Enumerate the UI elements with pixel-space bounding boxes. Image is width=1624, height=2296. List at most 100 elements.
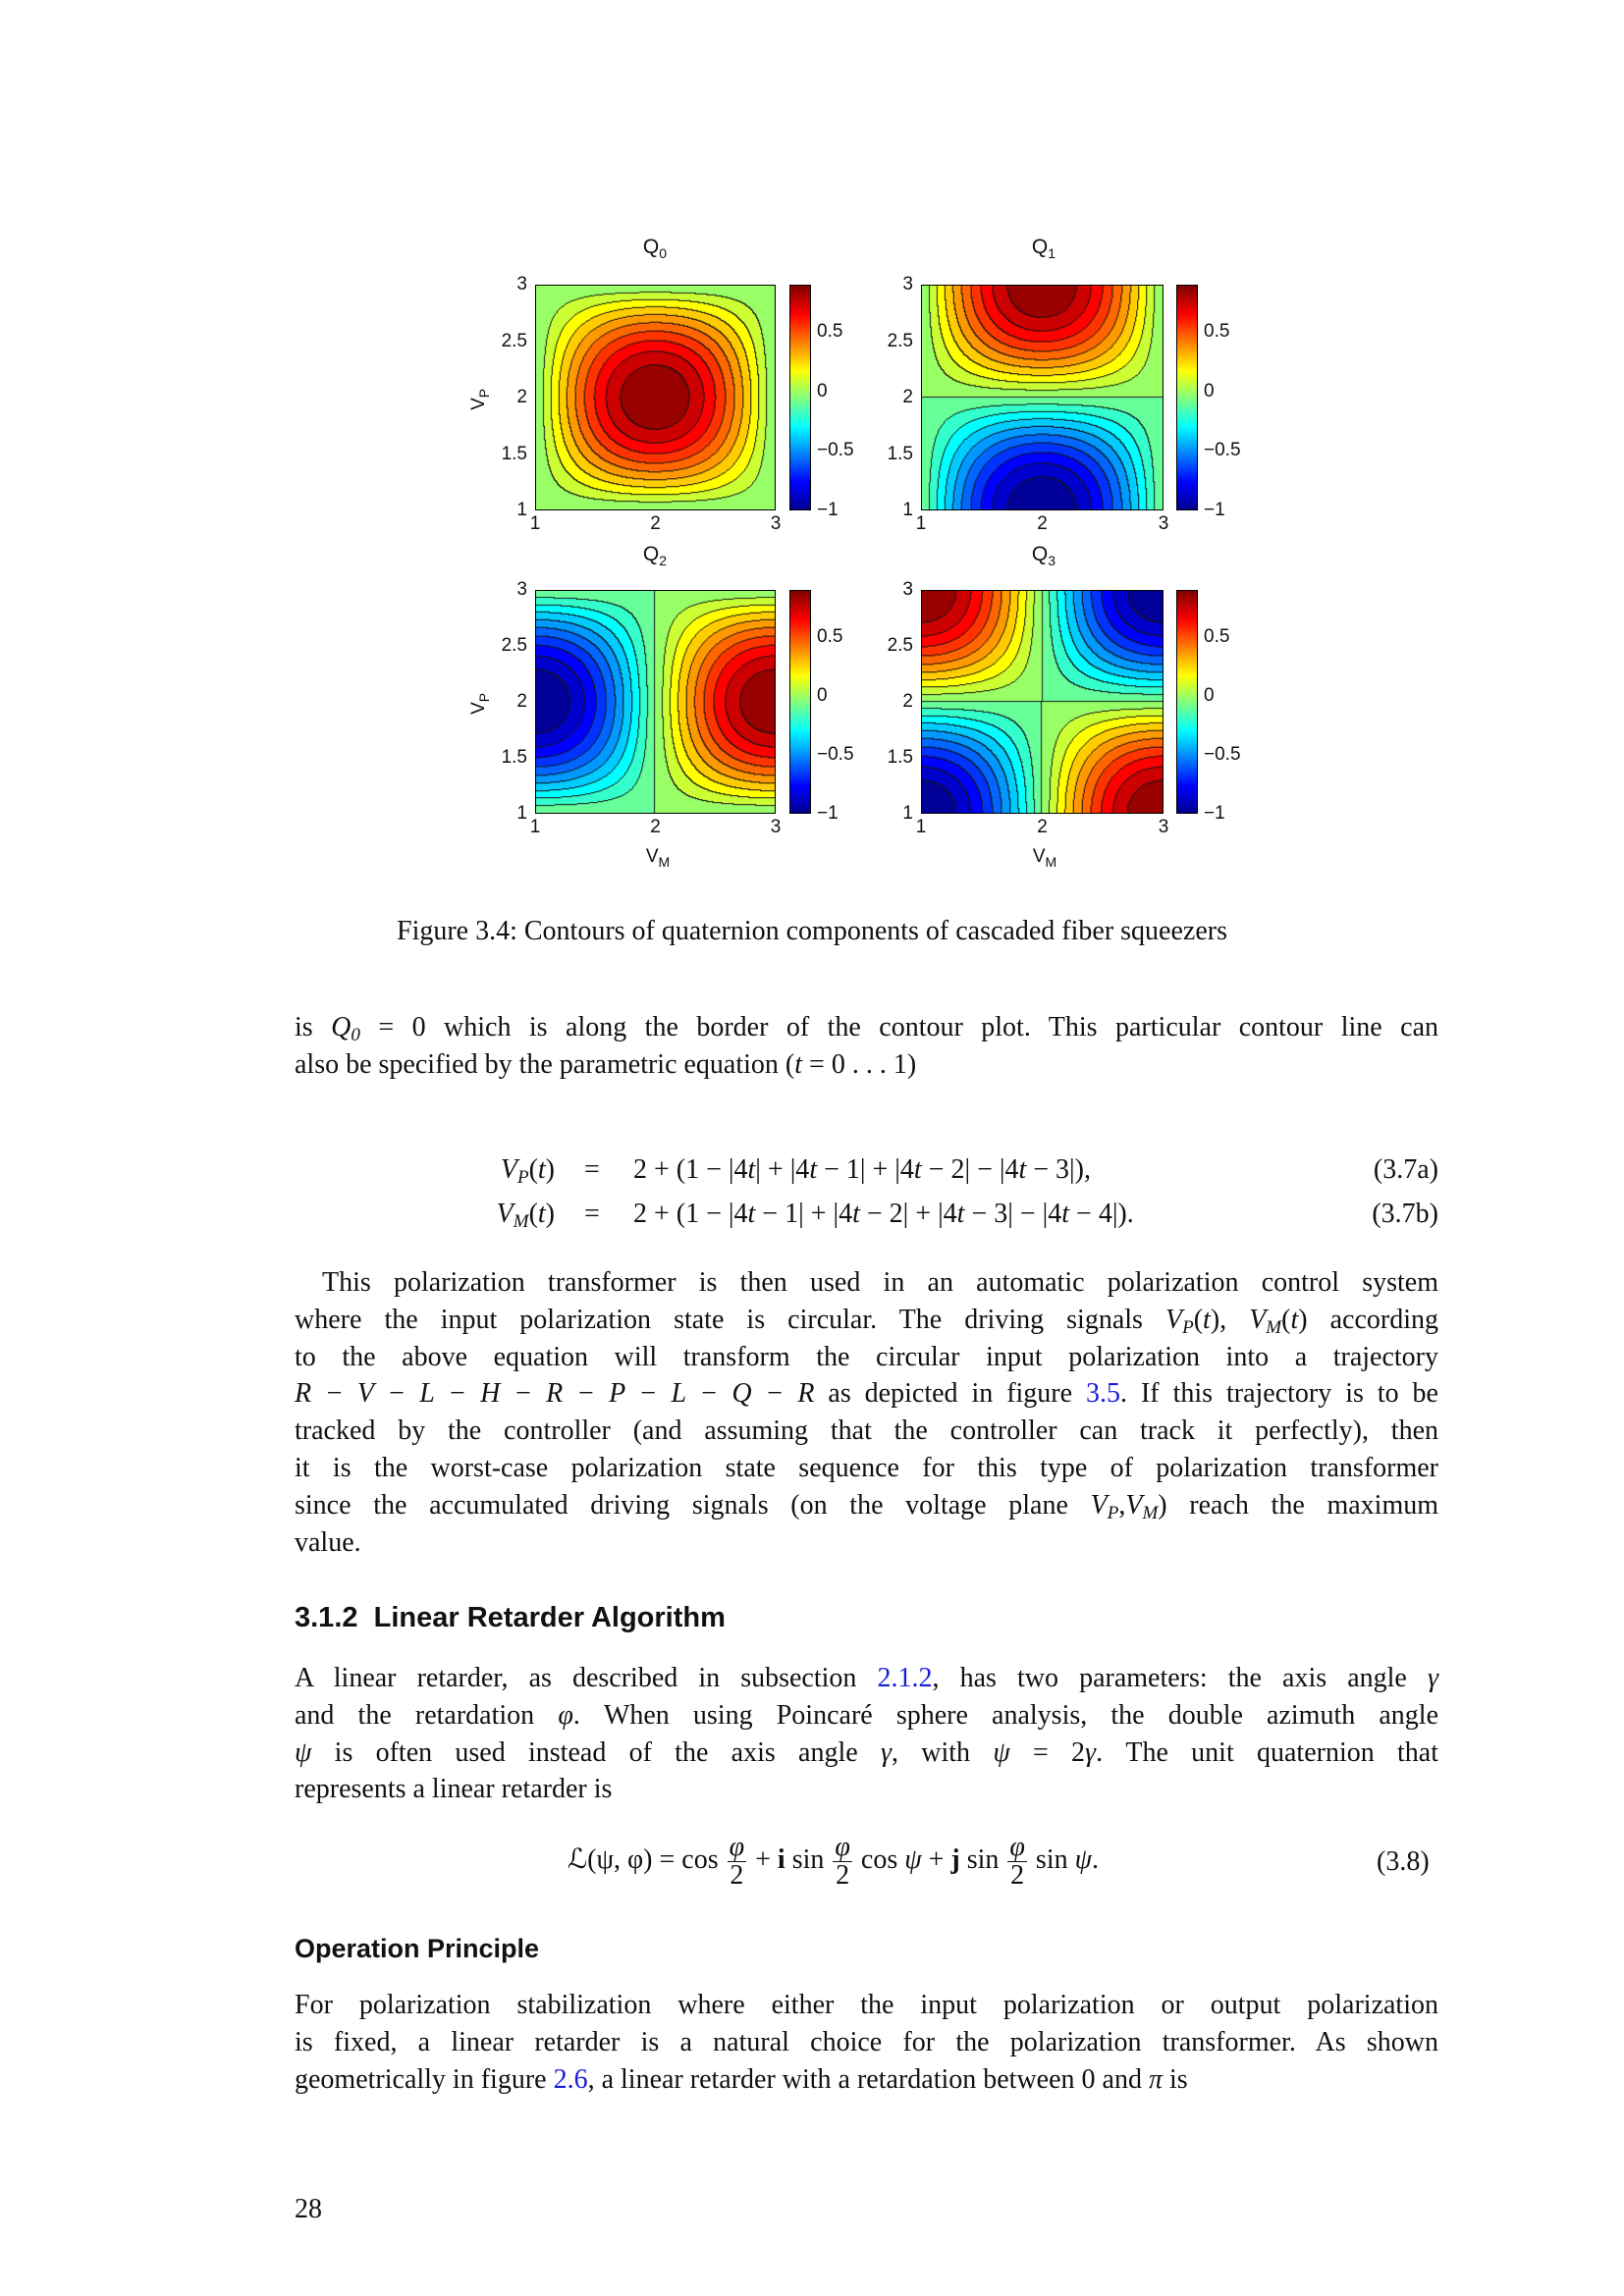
text-run: ) [545,1154,555,1185]
text-line: it is the worst-case polarization state … [295,1452,1438,1485]
cross-reference-link[interactable]: 2.6 [553,2063,588,2095]
text-line: represents a linear retarder is [295,1773,1438,1806]
text-run: γ [1085,1736,1097,1768]
plot-title-q3: Q3 [1031,543,1056,569]
y-tick-label: 2.5 [501,635,527,656]
text-run: | + |4 [755,1154,810,1185]
text-line: geometrically in figure 2.6, a linear re… [295,2063,1438,2097]
text-run: as depicted in figure [814,1378,1087,1410]
text-line: For polarization stabilization where eit… [295,1989,1438,2022]
contour-plot-q1 [921,285,1164,510]
y-tick-label: 2 [902,691,913,712]
x-tick-label: 2 [1037,817,1048,837]
text-run: Q [331,1012,352,1042]
y-tick-label: 1.5 [501,443,527,464]
y-tick-label: 1 [902,803,913,824]
text-line: where the input polarization state is ci… [295,1304,1438,1345]
text-run: This polarization transformer is then us… [295,1267,1438,1298]
text-run: ), [1210,1304,1250,1335]
eq-lhs: ℒ(ψ, φ) = cos [568,1843,719,1875]
equation-number: (3.7a) [1373,1154,1438,1185]
text-run: is [295,1012,332,1042]
colorbar-tick-label: 0.5 [1204,626,1230,647]
cross-reference-link[interactable]: 2.1.2 [877,1663,933,1693]
text-run: since the accumulated driving signals (o… [295,1489,1091,1521]
text-run: t [1290,1304,1299,1335]
y-tick-label: 3 [902,579,913,600]
text-run: is fixed, a linear retarder is a natural… [295,2026,1438,2057]
text-run: t [809,1154,818,1185]
colorbar-tick-label: 0 [1204,685,1215,706]
x-axis-label-q2: VM [645,846,671,870]
text-run: R − V − L − H − R − P − L − Q − R [295,1378,815,1410]
text-run: M [1142,1502,1159,1523]
text-run: ) reach the maximum [1158,1489,1438,1521]
text-run: . When using Poincaré sphere analysis, t… [572,1699,1439,1731]
text-run: V [500,1154,517,1185]
text-run: − 2| − |4 [921,1154,1019,1185]
text-line: since the accumulated driving signals (o… [295,1489,1438,1530]
text-line: also be specified by the parametric equa… [295,1048,1438,1082]
figure-caption: Figure 3.4: Contours of quaternion compo… [397,916,1227,946]
eq-lhs: VP(t) [501,1154,555,1189]
colorbar-tick-label: −1 [1204,803,1225,824]
text-line: ψ is often used instead of the axis angl… [295,1736,1438,1770]
text-run: t [537,1154,546,1185]
text-run: V [1125,1489,1143,1521]
text-run: t [913,1154,922,1185]
text-line: is fixed, a linear retarder is a natural… [295,2026,1438,2059]
colorbar-q3 [1176,590,1198,814]
y-tick-label: 2.5 [501,330,527,351]
y-tick-label: 2.5 [887,635,913,656]
text-run: ) according [1298,1304,1438,1335]
text-run: V [1249,1304,1267,1335]
y-tick-label: 2 [902,387,913,407]
colorbar-tick-label: 0.5 [1204,321,1230,343]
y-tick-label: 1.5 [501,747,527,768]
text-line: tracked by the controller (and assuming … [295,1415,1438,1448]
x-tick-label: 1 [529,817,541,837]
plot-title-q2: Q2 [642,543,668,569]
cross-reference-link[interactable]: 3.5 [1086,1378,1121,1410]
text-run: is often used instead of the axis angle [311,1736,881,1768]
contour-plot-q2 [535,590,776,814]
x-axis-label-q3: VM [1032,846,1057,870]
text-run: ( [1281,1304,1291,1335]
colorbar-tick-label: −0.5 [1204,744,1241,765]
colorbar-tick-label: −1 [1204,500,1225,520]
y-tick-label: 1 [516,500,527,520]
eq-rhs: 2 + (1 − |4t − 1| + |4t − 2| + |4t − 3| … [633,1199,1134,1230]
colorbar-q0 [789,285,811,510]
text-run: = 0 . . . 1) [802,1049,917,1080]
text-run: t [794,1049,803,1080]
contour-plot-q3 [921,590,1164,814]
text-run: γ [1427,1663,1438,1693]
colorbar-tick-label: −1 [817,500,839,520]
page-number: 28 [295,2194,322,2224]
text-run: value. [295,1526,361,1558]
x-tick-label: 1 [915,513,927,534]
text-run: , a linear retarder with a retardation b… [587,2063,1149,2095]
eq-lhs: VM(t) [497,1199,555,1233]
x-tick-label: 2 [650,817,661,837]
text-line: A linear retarder, as described in subse… [295,1662,1438,1695]
colorbar-tick-label: −1 [817,803,839,824]
contour-plot-q0 [535,285,776,510]
text-run: P [1182,1316,1194,1338]
x-tick-label: 2 [650,513,661,534]
colorbar-tick-label: −0.5 [817,440,854,461]
text-run: . If this trajectory is to be [1120,1378,1438,1410]
text-run: t [1203,1304,1211,1335]
y-tick-label: 1.5 [887,443,913,464]
text-run: 2 + (1 − |4 [633,1199,748,1229]
text-run: t [956,1199,965,1229]
y-tick-label: 1.5 [887,747,913,768]
colorbar-tick-label: −0.5 [1204,440,1241,461]
x-tick-label: 3 [1158,513,1169,534]
plot-title-q0: Q0 [642,236,668,262]
colorbar-tick-label: 0 [1204,380,1215,401]
text-run: also be specified by the parametric equa… [295,1049,795,1080]
text-run: M [513,1211,529,1232]
colorbar-tick-label: 0 [817,685,828,706]
